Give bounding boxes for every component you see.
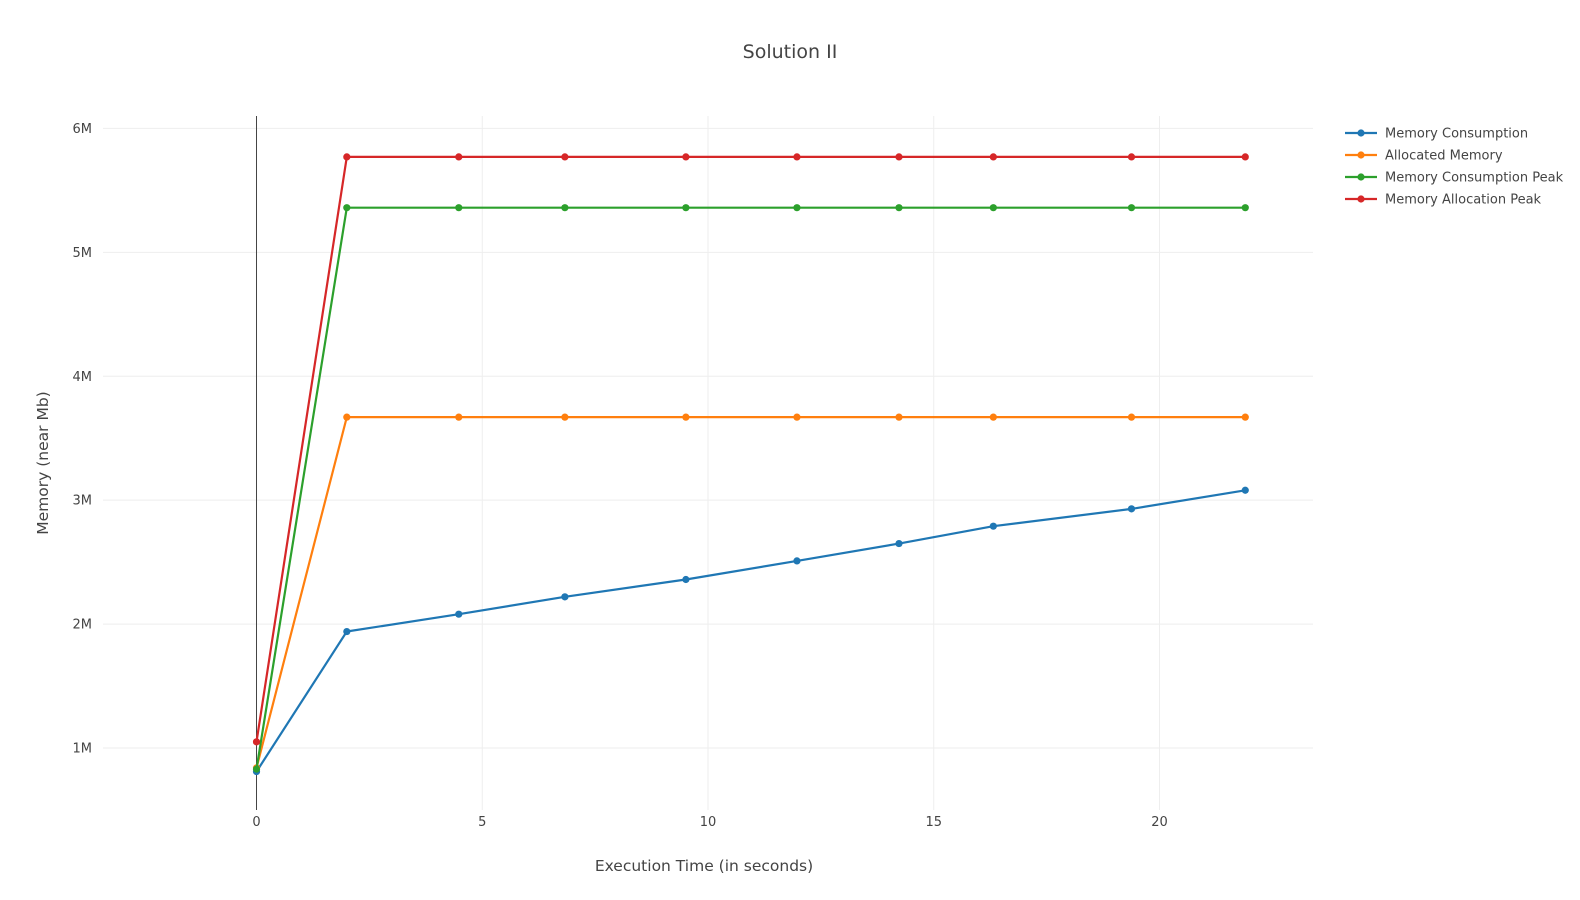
data-point (1127, 505, 1136, 513)
y-tick-label: 1M (73, 742, 93, 757)
data-point (343, 204, 351, 212)
data-point (1241, 153, 1249, 161)
data-point (895, 539, 903, 548)
legend-item[interactable]: Memory Consumption (1345, 127, 1528, 142)
series (252, 413, 1249, 772)
data-point (455, 204, 463, 212)
data-point (455, 413, 463, 421)
data-point (1241, 486, 1249, 494)
data-point (561, 593, 569, 601)
data-point (1241, 204, 1249, 212)
legend-label: Memory Allocation Peak (1385, 193, 1542, 208)
legend-marker (1357, 151, 1365, 159)
x-tick-label: 0 (252, 815, 260, 830)
series-line (255, 155, 1246, 742)
x-tick-label: 5 (478, 815, 486, 830)
series-line (255, 206, 1246, 770)
data-point (793, 153, 801, 161)
data-point (682, 204, 690, 212)
data-point (989, 153, 997, 161)
data-point (895, 413, 903, 421)
data-point (989, 413, 997, 421)
data-point (989, 204, 997, 212)
legend-item[interactable]: Memory Consumption Peak (1345, 171, 1564, 186)
data-point (252, 765, 261, 773)
data-point (343, 627, 351, 636)
data-point (561, 413, 569, 421)
series (252, 486, 1249, 776)
data-point (1127, 204, 1136, 212)
x-tick-label: 20 (1151, 815, 1168, 830)
data-point (1127, 153, 1136, 161)
data-point (1241, 413, 1249, 421)
y-tick-label: 5M (73, 246, 93, 261)
data-point (895, 153, 903, 161)
x-tick-label: 10 (700, 815, 717, 830)
series (252, 153, 1249, 746)
data-point (682, 153, 690, 161)
legend: Memory Consumption Allocated Memory Memory… (1345, 127, 1564, 208)
data-point (682, 575, 690, 584)
x-tick-label: 15 (925, 815, 942, 830)
legend-label: Memory Consumption (1385, 127, 1528, 142)
data-point (343, 153, 351, 161)
data-point (793, 557, 801, 565)
data-point (561, 153, 569, 161)
grid-lines (103, 116, 1313, 810)
chart-title: Solution II (743, 41, 838, 63)
data-point (455, 153, 463, 161)
data-point (455, 610, 463, 618)
data-point (561, 204, 569, 212)
y-tick-label: 2M (73, 618, 93, 633)
y-axis-ticks: 1M 2M 3M 4M 5M 6M (73, 122, 93, 757)
legend-marker (1357, 195, 1365, 203)
x-axis-ticks: 0 5 10 15 20 (252, 815, 1167, 830)
legend-marker (1357, 129, 1365, 137)
data-point (1127, 413, 1136, 421)
data-point (895, 204, 903, 212)
data-point (252, 738, 261, 746)
legend-item[interactable]: Memory Allocation Peak (1345, 193, 1542, 208)
series (252, 204, 1249, 773)
series-line (255, 489, 1246, 773)
y-tick-label: 6M (73, 122, 93, 137)
legend-label: Memory Consumption Peak (1385, 171, 1564, 186)
data-point (343, 413, 351, 421)
series-line (255, 416, 1246, 769)
y-tick-label: 3M (73, 494, 93, 509)
data-point (682, 413, 690, 421)
data-point (793, 413, 801, 421)
legend-marker (1357, 173, 1365, 181)
legend-label: Allocated Memory (1385, 149, 1503, 164)
y-axis-title: Memory (near Mb) (34, 391, 52, 534)
data-point (989, 522, 997, 530)
legend-item[interactable]: Allocated Memory (1345, 149, 1503, 164)
series-group (252, 153, 1249, 776)
data-point (793, 204, 801, 212)
y-tick-label: 4M (73, 370, 93, 385)
x-axis-title: Execution Time (in seconds) (595, 857, 813, 875)
